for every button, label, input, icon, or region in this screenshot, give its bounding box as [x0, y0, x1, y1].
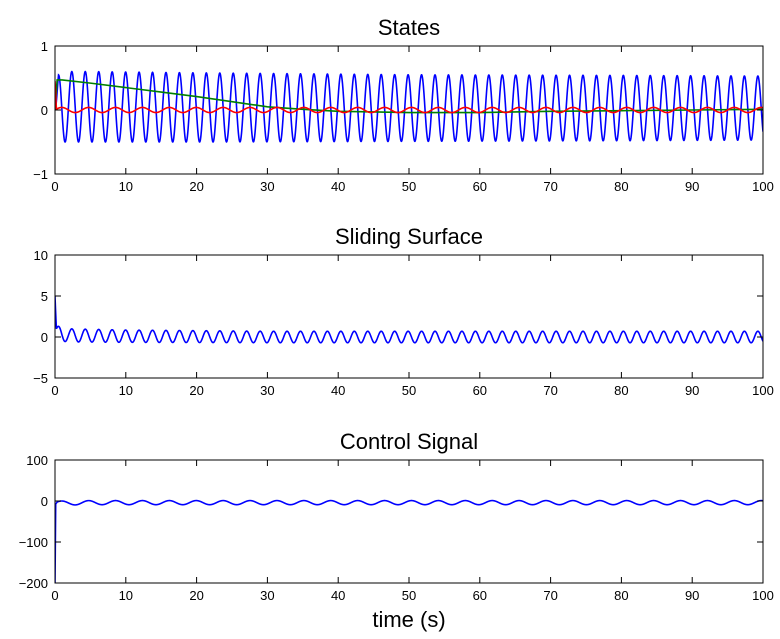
- states-x-tick-label: 20: [189, 179, 203, 194]
- states-series-2: [55, 79, 763, 114]
- control-signal-x-tick-label: 70: [543, 588, 557, 603]
- control-signal-x-axis-label: time (s): [372, 607, 445, 632]
- states-x-tick-label: 80: [614, 179, 628, 194]
- sliding-surface-x-tick-label: 80: [614, 383, 628, 398]
- states-y-tick-label: 0: [41, 103, 48, 118]
- states-title: States: [378, 15, 440, 40]
- control-signal-axes-frame: [54, 459, 764, 584]
- control-signal-series-1: [55, 499, 763, 583]
- sliding-surface-x-tick-label: 10: [119, 383, 133, 398]
- states-series-3: [55, 81, 763, 114]
- states-x-tick-label: 30: [260, 179, 274, 194]
- sliding-surface-x-tick-label: 50: [402, 383, 416, 398]
- states-y-tick-label: 1: [41, 39, 48, 54]
- sliding-surface-y-tick-label: 0: [41, 330, 48, 345]
- control-signal-y-tick-label: 100: [26, 453, 48, 468]
- sliding-surface-axes-frame: [54, 254, 764, 379]
- control-signal-x-tick-label: 90: [685, 588, 699, 603]
- sliding-surface-x-tick-label: 60: [473, 383, 487, 398]
- control-signal-y-tick-label: −200: [19, 576, 48, 591]
- control-signal-x-tick-label: 0: [51, 588, 58, 603]
- control-signal-x-tick-label: 100: [752, 588, 774, 603]
- control-signal-x-tick-label: 20: [189, 588, 203, 603]
- sliding-surface-x-tick-label: 20: [189, 383, 203, 398]
- control-signal-x-tick-label: 30: [260, 588, 274, 603]
- control-signal-title: Control Signal: [340, 429, 478, 454]
- sliding-surface-x-tick-label: 90: [685, 383, 699, 398]
- states-series-1: [55, 70, 763, 143]
- control-signal-x-tick-label: 60: [473, 588, 487, 603]
- control-signal-y-tick-label: 0: [41, 494, 48, 509]
- sliding-surface-y-tick-label: 5: [41, 289, 48, 304]
- sliding-surface-y-tick-label: −5: [33, 371, 48, 386]
- sliding-surface-x-tick-label: 70: [543, 383, 557, 398]
- states-x-tick-label: 10: [119, 179, 133, 194]
- sliding-surface-x-tick-label: 40: [331, 383, 345, 398]
- states-x-tick-label: 100: [752, 179, 774, 194]
- sliding-surface-x-tick-label: 100: [752, 383, 774, 398]
- sliding-surface-y-tick-label: 10: [34, 248, 48, 263]
- control-signal-panel: 0 10 20 30 40 50 60 70 80 90 100 −200 −100 0 100 Contro…: [19, 429, 774, 632]
- sliding-surface-x-tick-label: 0: [51, 383, 58, 398]
- states-x-tick-label: 40: [331, 179, 345, 194]
- states-x-tick-label: 90: [685, 179, 699, 194]
- control-signal-x-tick-label: 80: [614, 588, 628, 603]
- states-y-tick-label: −1: [33, 167, 48, 182]
- sliding-surface-series-1: [55, 295, 763, 344]
- control-signal-y-tick-label: −100: [19, 535, 48, 550]
- states-x-tick-label: 0: [51, 179, 58, 194]
- control-signal-x-tick-label: 50: [402, 588, 416, 603]
- states-x-tick-label: 70: [543, 179, 557, 194]
- states-x-tick-label: 50: [402, 179, 416, 194]
- states-x-tick-label: 60: [473, 179, 487, 194]
- control-signal-x-tick-label: 10: [119, 588, 133, 603]
- sliding-surface-title: Sliding Surface: [335, 224, 483, 249]
- control-signal-x-tick-label: 40: [331, 588, 345, 603]
- sliding-surface-x-tick-label: 30: [260, 383, 274, 398]
